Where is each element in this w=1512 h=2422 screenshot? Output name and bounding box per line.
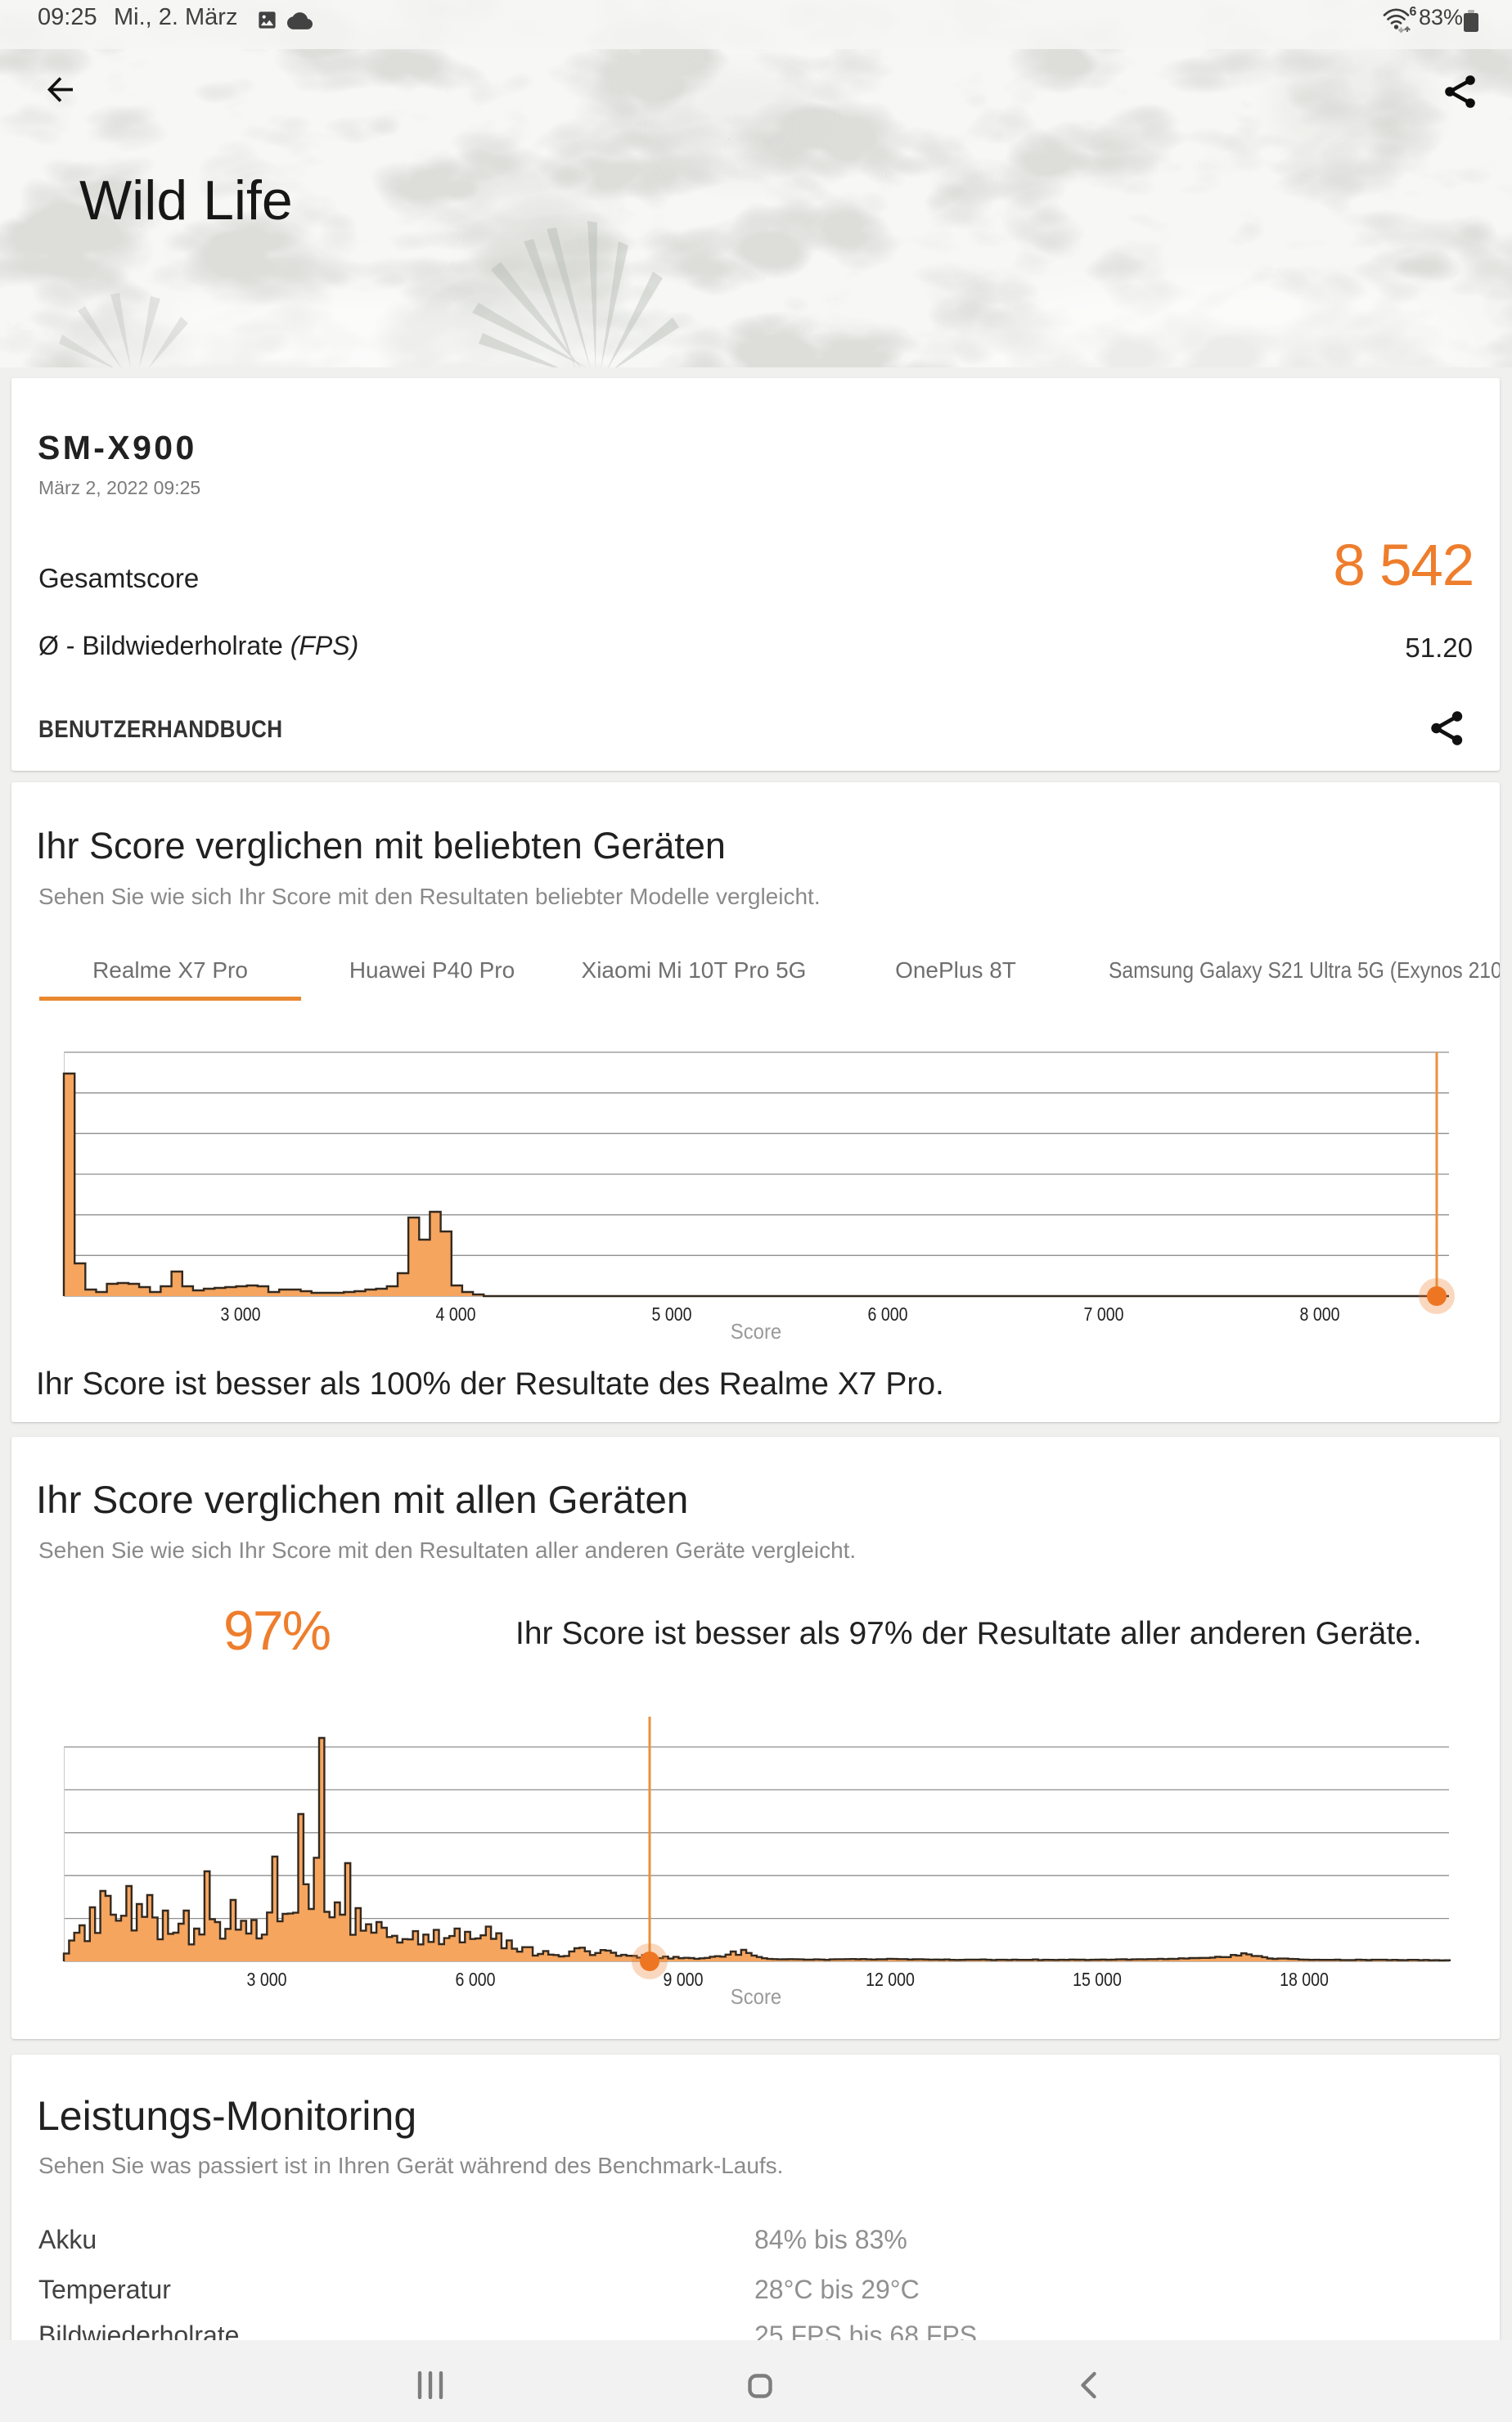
svg-text:6: 6	[1410, 5, 1417, 19]
